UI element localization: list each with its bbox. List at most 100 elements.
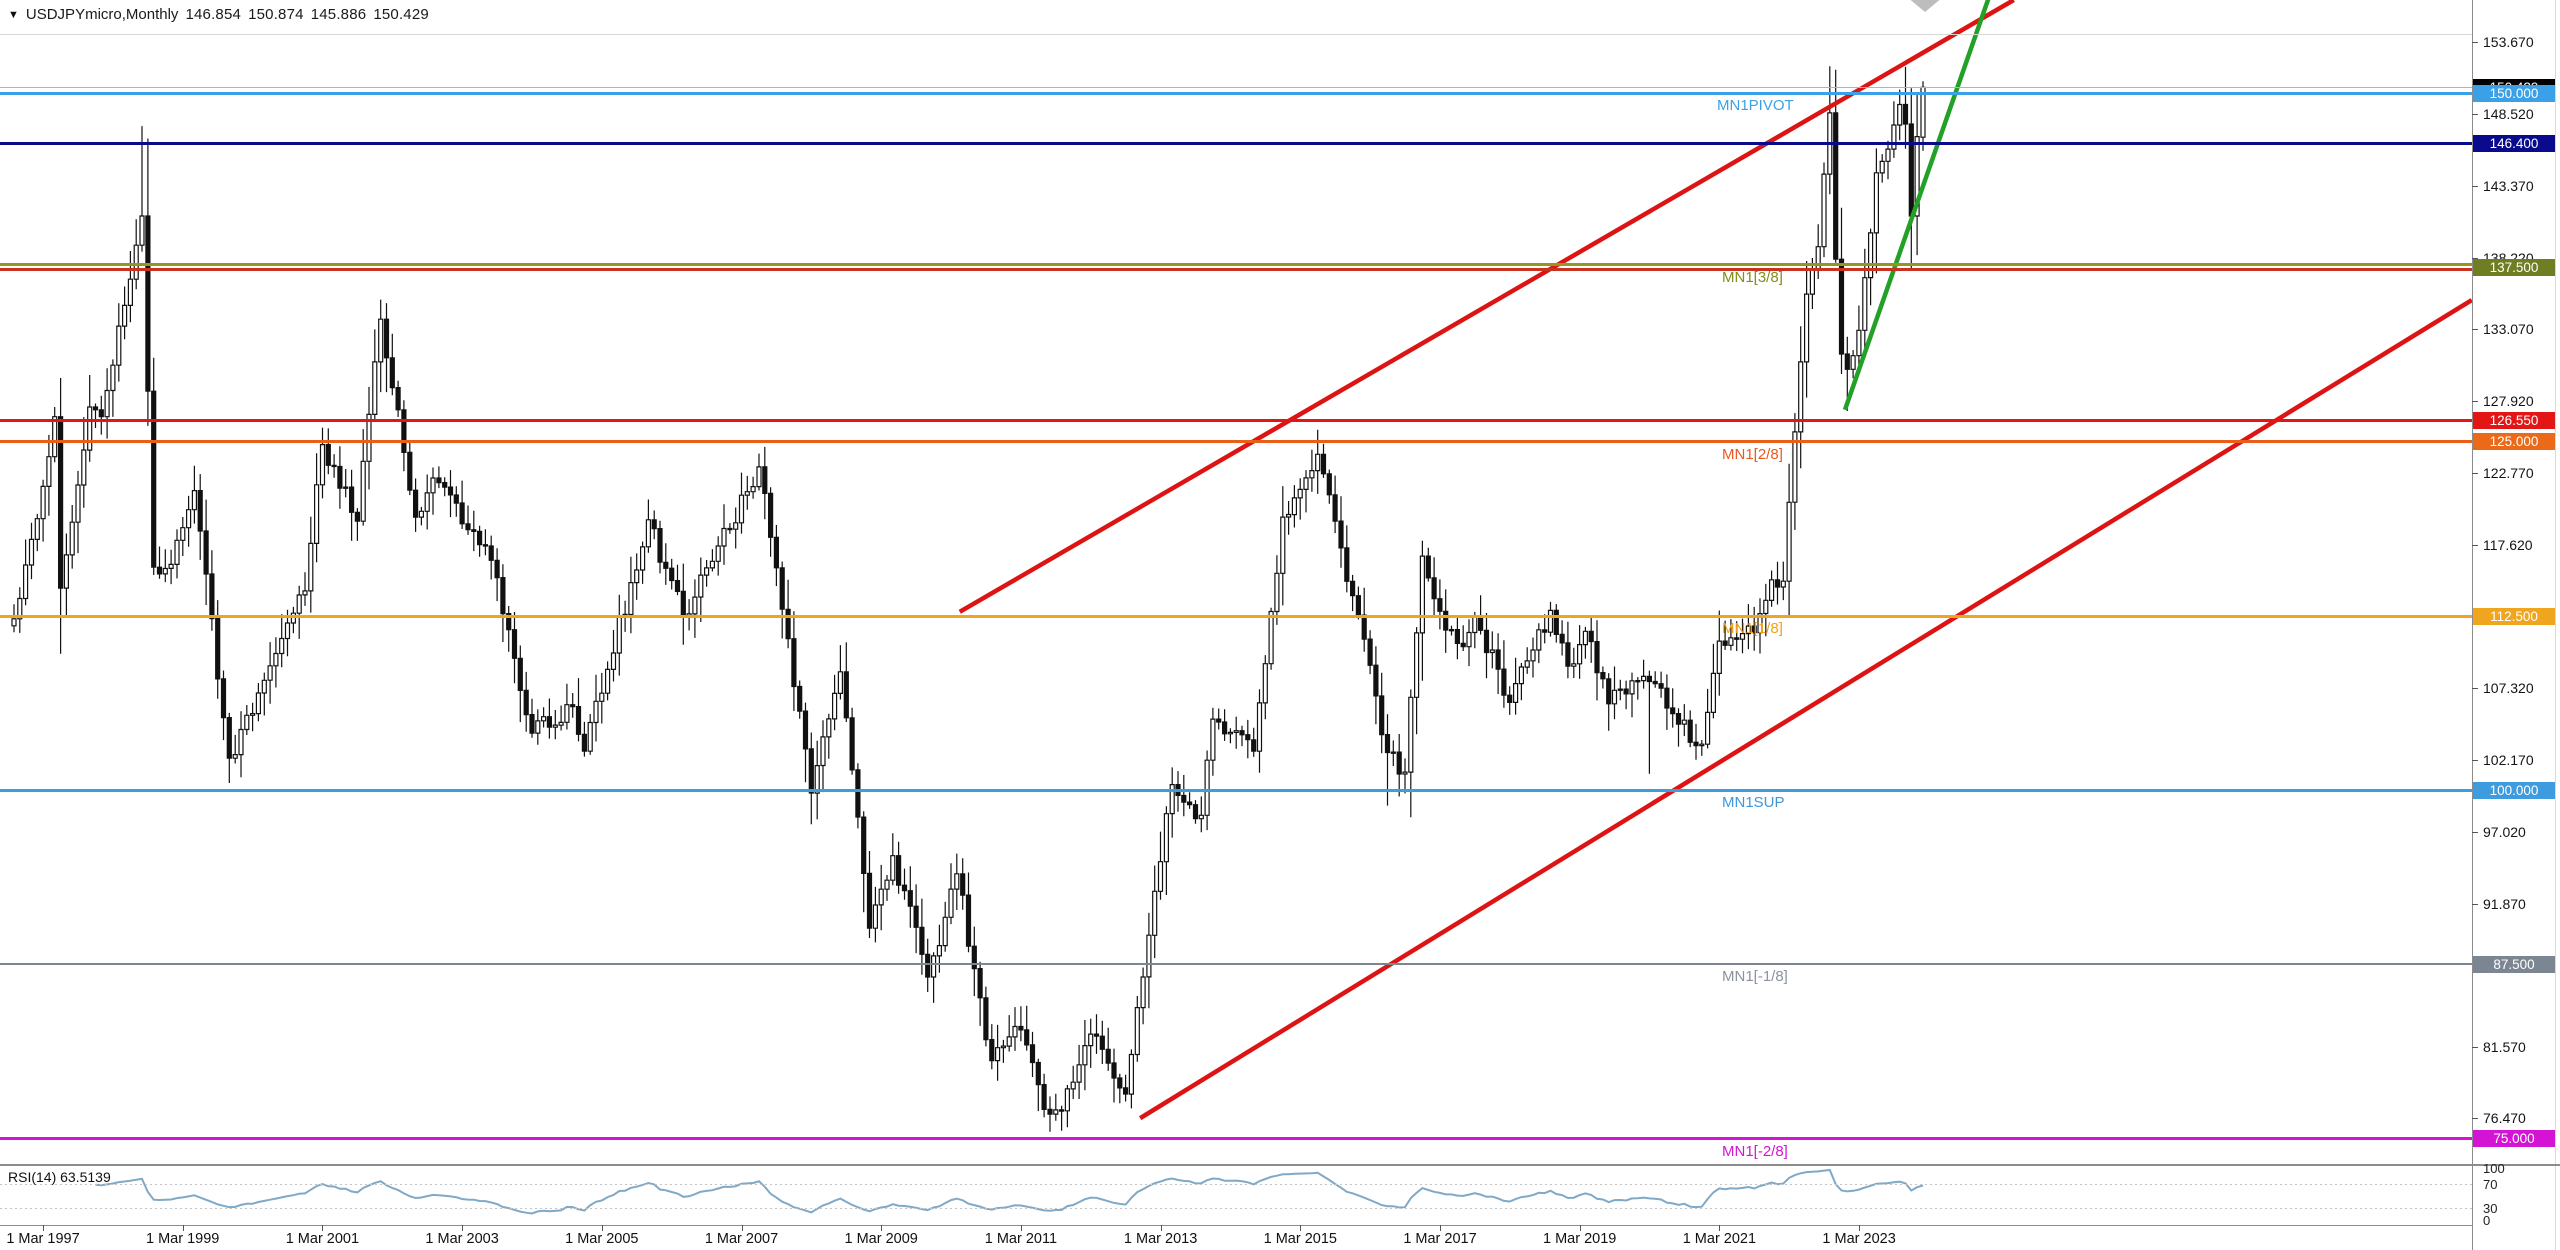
time-tick (1300, 1225, 1302, 1231)
rsi-axis-label: 30 (2483, 1200, 2498, 1216)
price-tick-label: 97.020 (2483, 823, 2526, 840)
mn1pivot-badge: 150.000 (2473, 84, 2555, 102)
time-tick-label: 1 Mar 2017 (1403, 1231, 1477, 1247)
time-tick (881, 1225, 883, 1231)
price-tick (2472, 257, 2478, 259)
price-tick (2472, 114, 2478, 115)
time-tick-label: 1 Mar 2005 (565, 1231, 639, 1247)
mn1sup-line[interactable] (0, 788, 2472, 792)
rsi-pane-border (0, 1225, 2473, 1226)
time-tick-label: 1 Mar 2011 (984, 1231, 1058, 1247)
top-gray-line[interactable] (0, 33, 2472, 35)
time-tick-label: 1 Mar 2015 (1263, 1231, 1337, 1247)
navy-level-badge: 146.400 (2473, 135, 2555, 152)
bullish-candles (11, 86, 1926, 1115)
mn1-1-8-line[interactable] (0, 614, 2472, 618)
red-level-badge: 126.550 (2473, 411, 2555, 429)
time-tick (1160, 1225, 1162, 1231)
time-tick (1859, 1225, 1861, 1231)
ohlc-close: 150.429 (373, 6, 429, 23)
mn1-m2-8-line[interactable] (0, 1137, 2472, 1141)
price-tick-label: 102.170 (2483, 752, 2534, 768)
time-tick (462, 1225, 464, 1231)
collapse-triangle-icon[interactable]: ▼ (8, 8, 19, 21)
rsi-line (95, 1168, 1924, 1215)
ohlc-high: 150.874 (248, 6, 304, 23)
mn1-m1-8-label: MN1[-1/8] (1722, 968, 1788, 986)
time-tick-label: 1 Mar 2001 (285, 1231, 360, 1247)
upper-red-channel-line[interactable] (958, 0, 2015, 614)
current-price-line[interactable] (0, 86, 2472, 88)
price-tick (2472, 688, 2478, 690)
mn1pivot-label: MN1PIVOT (1717, 97, 1794, 115)
price-tick (2472, 185, 2478, 187)
time-tick (182, 1225, 184, 1231)
red-137-line[interactable] (0, 267, 2472, 271)
time-tick (1579, 1225, 1581, 1231)
price-tick-label: 143.370 (2483, 177, 2534, 194)
time-tick (322, 1225, 324, 1231)
chart-title: ▼ USDJPYmicro,Monthly 146.854 150.874 14… (8, 6, 429, 23)
time-tick (601, 1225, 603, 1231)
mn1sup-badge: 100.000 (2473, 781, 2555, 799)
time-tick-label: 1 Mar 2021 (1682, 1231, 1757, 1247)
time-tick (43, 1225, 44, 1231)
mn1-3-8-badge: 137.500 (2473, 259, 2555, 277)
green-trend-line[interactable] (1842, 0, 1991, 411)
price-tick-label: 127.920 (2483, 393, 2534, 410)
rsi-level-30 (0, 1207, 2472, 1209)
navy-level-line[interactable] (0, 142, 2472, 145)
red-level-line[interactable] (0, 418, 2472, 422)
mn1sup-label: MN1SUP (1722, 794, 1785, 812)
diamond-marker-icon[interactable] (1907, 0, 1943, 12)
time-tick-label: 1 Mar 2009 (844, 1231, 918, 1247)
time-tick (1440, 1225, 1441, 1231)
time-tick-label: 1 Mar 2003 (425, 1231, 499, 1247)
time-tick-label: 1 Mar 2019 (1543, 1231, 1617, 1247)
price-tick (2472, 544, 2478, 546)
price-tick-label: 81.570 (2483, 1039, 2526, 1056)
time-tick-label: 1 Mar 2013 (1123, 1231, 1198, 1247)
mn1-m1-8-badge: 87.500 (2473, 955, 2555, 973)
price-tick-label: 133.070 (2483, 321, 2534, 338)
ohlc-low: 145.886 (310, 6, 367, 23)
window-right-edge (2555, 0, 2556, 1250)
time-tick-label: 1 Mar 1999 (146, 1231, 220, 1247)
rsi-axis-label: 70 (2483, 1177, 2498, 1192)
rsi-level-70 (0, 1184, 2472, 1185)
price-tick-label: 76.470 (2483, 1110, 2526, 1127)
ohlc-open: 146.854 (185, 6, 242, 23)
price-tick (2472, 472, 2478, 474)
rsi-indicator-label: RSI(14) 63.5139 (8, 1169, 111, 1185)
mn1-m2-8-badge: 75.000 (2473, 1130, 2555, 1148)
price-tick-label: 107.320 (2483, 680, 2534, 697)
price-axis-border (2472, 0, 2473, 1250)
price-tick (2472, 1047, 2478, 1049)
price-tick (2472, 329, 2478, 331)
mn1-m1-8-line[interactable] (0, 963, 2472, 966)
time-tick-label: 1 Mar 2007 (704, 1231, 779, 1247)
time-tick (741, 1225, 743, 1231)
time-tick (1719, 1225, 1721, 1231)
lower-red-channel-line[interactable] (1138, 298, 2473, 1121)
rsi-axis-label: 0 (2483, 1213, 2491, 1229)
time-tick-label: 1 Mar 2023 (1822, 1231, 1896, 1247)
mn1-2-8-line[interactable] (0, 440, 2472, 444)
price-tick (2472, 831, 2478, 833)
mn1-3-8-label: MN1[3/8] (1722, 268, 1783, 286)
price-tick-label: 148.520 (2483, 106, 2534, 122)
mn1pivot-line[interactable] (0, 91, 2472, 95)
price-tick-label: 117.620 (2483, 536, 2533, 553)
mn1-3-8-line[interactable] (0, 263, 2472, 267)
price-tick-label: 122.770 (2483, 464, 2534, 481)
mn1-2-8-label: MN1[2/8] (1722, 445, 1783, 463)
mn1-m2-8-label: MN1[-2/8] (1722, 1142, 1788, 1160)
price-tick (2472, 401, 2478, 403)
pane-splitter[interactable] (0, 1164, 2560, 1166)
mn1-1-8-label: MN1[1/8] (1722, 620, 1783, 637)
mn1-1-8-badge: 112.500 (2473, 607, 2555, 625)
price-tick (2472, 1118, 2478, 1120)
price-tick (2472, 903, 2478, 905)
